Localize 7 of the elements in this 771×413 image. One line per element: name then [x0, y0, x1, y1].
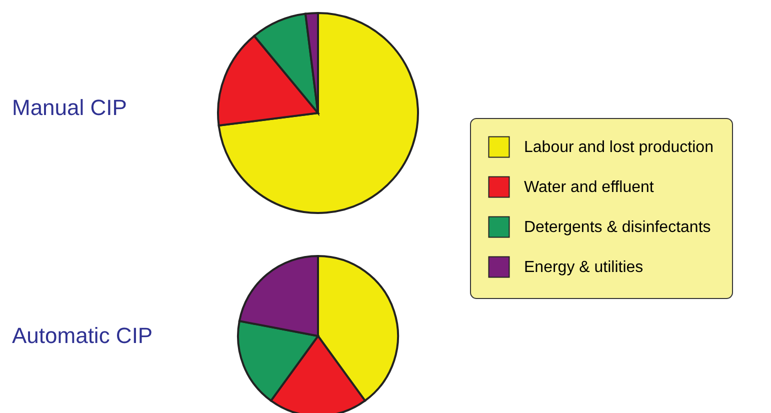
legend-label: Labour and lost production — [524, 139, 714, 156]
text: Automatic CIP — [12, 323, 153, 348]
legend-label: Detergents & disinfectants — [524, 219, 711, 236]
legend-label: Water and effluent — [524, 179, 654, 196]
pie-slice — [218, 12, 419, 214]
legend-label: Energy & utilities — [524, 259, 644, 276]
text: Manual CIP — [12, 95, 127, 120]
